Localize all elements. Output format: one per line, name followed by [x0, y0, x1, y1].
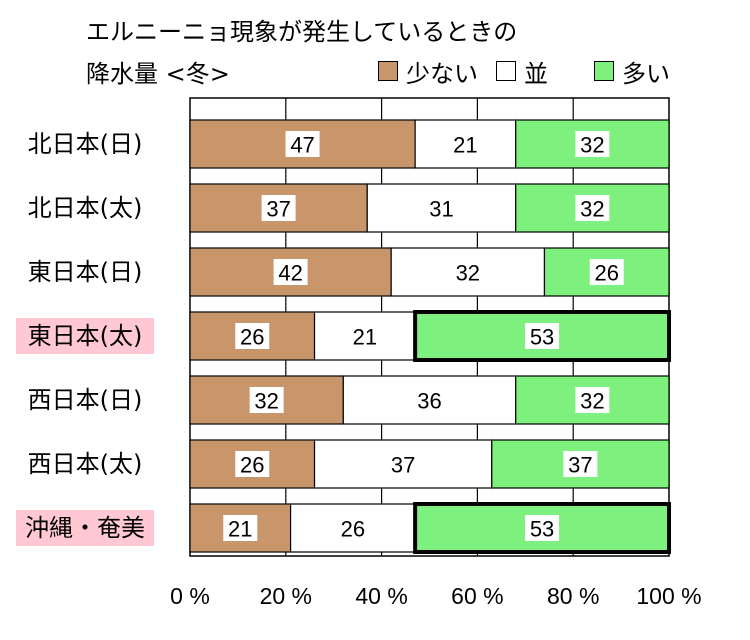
x-tick-label: 80 % [547, 583, 599, 609]
value-label-text: 36 [417, 389, 441, 414]
category-label: 北日本(日) [28, 130, 143, 158]
value-label-text: 37 [568, 453, 592, 478]
category-label: 北日本(太) [28, 194, 143, 222]
x-tick-label: 40 % [355, 583, 407, 609]
value-label-box [450, 259, 485, 285]
category-label: 東日本(日) [28, 258, 143, 286]
value-label-box [575, 131, 610, 157]
value-label: 36 [412, 387, 447, 414]
value-label-text: 37 [391, 453, 415, 478]
value-label: 53 [525, 515, 560, 542]
value-label-box [575, 387, 610, 413]
value-label: 42 [273, 259, 308, 286]
value-label-box [525, 515, 560, 541]
value-label-box [448, 131, 483, 157]
x-tick-label: 100 % [636, 583, 701, 609]
value-label: 32 [575, 387, 610, 414]
value-label-box [575, 195, 610, 221]
value-label: 32 [575, 131, 610, 158]
category-highlight [16, 318, 154, 354]
value-label-text: 26 [341, 517, 365, 542]
value-label-box [235, 323, 270, 349]
chart-title-line2: 降水量 <冬> [86, 60, 230, 88]
value-label-text: 32 [580, 389, 604, 414]
value-label: 21 [223, 515, 258, 542]
category-label: 東日本(太) [28, 322, 143, 350]
legend-swatch-normal [496, 61, 516, 81]
value-label: 47 [285, 131, 320, 158]
bar-segment-emphasis [413, 502, 671, 554]
category-label: 西日本(太) [28, 450, 143, 478]
value-label: 53 [525, 323, 560, 350]
value-label: 21 [448, 131, 483, 158]
value-label-box [347, 323, 382, 349]
category-label: 西日本(日) [28, 386, 143, 414]
value-label: 37 [261, 195, 296, 222]
legend-item-many: 多い [594, 57, 670, 88]
value-label-box [235, 451, 270, 477]
value-label-text: 21 [228, 517, 252, 542]
value-label: 21 [347, 323, 382, 350]
value-label-text: 53 [530, 517, 554, 542]
value-label: 26 [589, 259, 624, 286]
value-label-text: 37 [266, 197, 290, 222]
value-label: 26 [235, 323, 270, 350]
value-label-text: 53 [530, 325, 554, 350]
value-label: 32 [450, 259, 485, 286]
value-label-text: 31 [429, 197, 453, 222]
category-highlight [16, 510, 154, 546]
value-label: 32 [249, 387, 284, 414]
x-tick-label: 60 % [451, 583, 503, 609]
x-tick-label: 0 % [170, 583, 210, 609]
value-label: 26 [235, 451, 270, 478]
bar-segment [189, 311, 316, 361]
value-label-box [249, 387, 284, 413]
value-label-text: 32 [456, 261, 480, 286]
value-label-box [261, 195, 296, 221]
category-label: 沖縄・奄美 [25, 514, 145, 542]
value-label-text: 26 [594, 261, 618, 286]
x-tick-label: 20 % [260, 583, 312, 609]
value-label-box [412, 387, 447, 413]
value-label: 31 [424, 195, 459, 222]
legend-item-few: 少ない [378, 57, 478, 88]
value-label-box [285, 131, 320, 157]
legend-label-many: 多い [622, 59, 670, 88]
value-label-text: 32 [580, 133, 604, 158]
value-label-text: 26 [240, 453, 264, 478]
value-label-box [335, 515, 370, 541]
value-label-text: 21 [453, 133, 477, 158]
value-label-box [386, 451, 421, 477]
value-label: 37 [386, 451, 421, 478]
value-label-text: 42 [278, 261, 302, 286]
value-label-text: 47 [290, 133, 314, 158]
value-label: 37 [563, 451, 598, 478]
legend-item-normal: 並 [496, 57, 548, 88]
value-label-box [273, 259, 308, 285]
legend-label-few: 少ない [406, 59, 478, 88]
value-label: 26 [335, 515, 370, 542]
chart-title-line1: エルニーニョ現象が発生しているときの [86, 18, 518, 46]
value-label: 32 [575, 195, 610, 222]
legend-swatch-many [594, 61, 614, 81]
value-label-box [424, 195, 459, 221]
value-label-text: 26 [240, 325, 264, 350]
value-label-box [223, 515, 258, 541]
bar-segment-emphasis [413, 310, 671, 362]
value-label-text: 21 [353, 325, 377, 350]
value-label-box [589, 259, 624, 285]
value-label-box [563, 451, 598, 477]
legend-label-normal: 並 [524, 59, 548, 88]
legend-swatch-few [378, 61, 398, 81]
value-label-text: 32 [254, 389, 278, 414]
value-label-box [525, 323, 560, 349]
value-label-text: 32 [580, 197, 604, 222]
